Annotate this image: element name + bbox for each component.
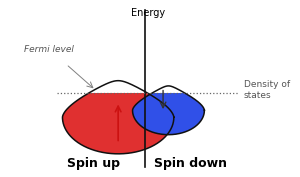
- Text: Energy: Energy: [131, 8, 165, 18]
- Text: Density of
states: Density of states: [244, 80, 290, 100]
- Text: Spin down: Spin down: [154, 156, 226, 170]
- Text: Spin up: Spin up: [67, 156, 119, 170]
- Polygon shape: [133, 93, 204, 135]
- Polygon shape: [62, 93, 174, 154]
- Text: Fermi level: Fermi level: [24, 45, 74, 54]
- Polygon shape: [152, 86, 184, 93]
- Polygon shape: [89, 81, 147, 93]
